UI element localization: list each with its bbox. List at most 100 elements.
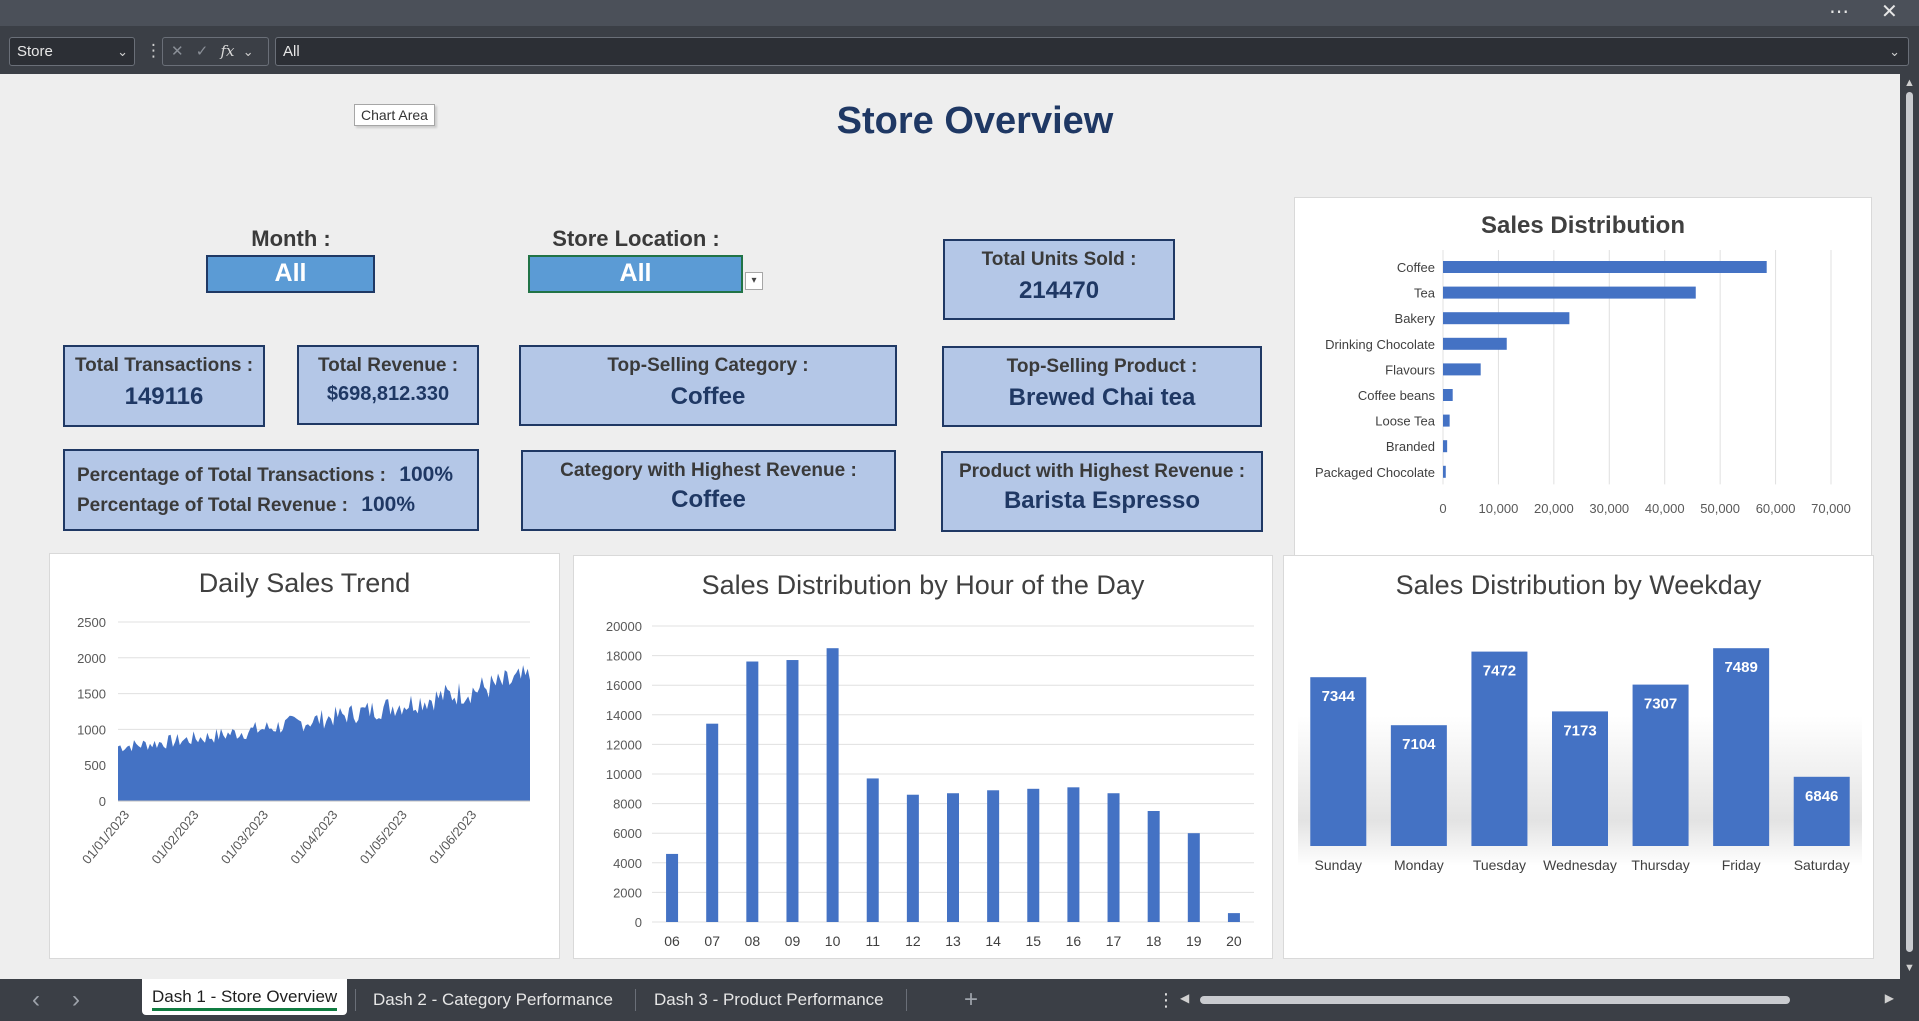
weekday-sales-chart[interactable]: Sales Distribution by Weekday 7344 Sunday…: [1283, 555, 1874, 959]
y-tick-label: 6000: [613, 826, 642, 841]
pct-transactions-label: Percentage of Total Transactions :: [77, 465, 387, 486]
formula-value: All: [283, 43, 300, 60]
y-tick-label: 1500: [77, 687, 106, 702]
bar: [1027, 788, 1040, 922]
scroll-left-icon[interactable]: ◀: [1180, 991, 1190, 1005]
x-tick-label: Wednesday: [1543, 857, 1617, 873]
y-tick-label: 20000: [606, 619, 642, 634]
data-label: 7307: [1644, 696, 1677, 713]
pct-revenue-row: Percentage of Total Revenue : 100%: [77, 493, 477, 517]
sales-distribution-title: Sales Distribution: [1480, 212, 1686, 239]
bar: [1443, 363, 1481, 376]
total-units-card: Total Units Sold : 214470: [943, 239, 1175, 320]
x-tick-label: Saturday: [1794, 857, 1850, 873]
enter-icon[interactable]: ✓: [195, 43, 209, 60]
bar: [1443, 465, 1446, 478]
bar: [1443, 414, 1450, 427]
tab-category-performance[interactable]: Dash 2 - Category Performance: [363, 979, 623, 1021]
more-tabs-icon[interactable]: ⋮: [1157, 990, 1175, 1010]
function-icon[interactable]: fx: [220, 42, 235, 60]
sales-area: [118, 665, 530, 801]
x-tick-label: 18: [1146, 933, 1162, 949]
tab-label: Dash 2 - Category Performance: [373, 990, 613, 1009]
scrollbar-thumb[interactable]: [1906, 92, 1913, 952]
cancel-icon[interactable]: ✕: [171, 43, 184, 60]
y-tick-label: 2000: [77, 651, 106, 666]
x-tick-label: 01/04/2023: [287, 807, 340, 866]
bar: [1443, 389, 1453, 401]
x-tick-label: 01/01/2023: [79, 807, 132, 866]
next-sheet-button[interactable]: ›: [72, 986, 80, 1013]
bar: [1443, 261, 1767, 273]
chevron-down-icon[interactable]: ⌄: [117, 44, 128, 59]
prev-sheet-button[interactable]: ‹: [32, 986, 40, 1013]
name-box[interactable]: Store ⌄: [9, 37, 135, 66]
weekday-sales-plot: 7344 Sunday 7104 Monday 7472 Tuesday 7173 Wedne…: [1298, 648, 1862, 873]
hourly-sales-plot: 0200040006000800010000120001400016000180…: [606, 619, 1254, 949]
y-tick-label: 2500: [77, 615, 106, 630]
horizontal-scrollbar-thumb[interactable]: [1200, 996, 1790, 1004]
more-vertical-icon[interactable]: ⋮: [145, 41, 162, 60]
top-category-label: Top-Selling Category :: [607, 355, 809, 376]
y-tick-label: 0: [99, 794, 106, 809]
y-tick-label: 12000: [606, 737, 642, 752]
sheet-tab-bar: ‹ › Dash 1 - Store Overview Dash 2 - Cat…: [0, 979, 1919, 1021]
x-tick-label: 20,000: [1534, 501, 1574, 516]
daily-sales-trend-chart[interactable]: Daily Sales Trend 0 500 1000 1500 2000 2500 01…: [49, 553, 560, 959]
x-tick-label: 10: [825, 933, 841, 949]
formula-actions: ✕ ✓ fx ⌄: [162, 37, 269, 66]
total-revenue-value: $698,812.330: [326, 383, 450, 405]
bar: [1107, 793, 1120, 922]
x-tick-label: 15: [1025, 933, 1041, 949]
close-icon[interactable]: ✕: [1881, 1, 1898, 23]
title-bar: ⋯ ✕: [0, 0, 1919, 26]
month-label: Month :: [251, 226, 331, 251]
top-product-card: Top-Selling Product : Brewed Chai tea: [942, 346, 1262, 427]
formula-input[interactable]: All ⌄: [275, 37, 1909, 66]
bar: [1147, 811, 1160, 922]
total-revenue-card: Total Revenue : $698,812.330: [297, 345, 479, 425]
x-tick-label: 01/06/2023: [426, 807, 479, 866]
data-label: 7104: [1402, 736, 1436, 753]
y-tick-label: 1000: [77, 722, 106, 737]
data-label: 7489: [1724, 659, 1757, 676]
top-product-label: Top-Selling Product :: [1006, 356, 1198, 377]
chevron-down-icon[interactable]: ⌄: [242, 44, 254, 59]
vertical-scrollbar[interactable]: ▲ ▼: [1900, 74, 1919, 979]
sales-distribution-chart[interactable]: Sales Distribution 0 10,000 20,000 30,000 40…: [1294, 197, 1872, 607]
bar: [1067, 787, 1080, 922]
scroll-up-icon[interactable]: ▲: [1904, 77, 1915, 89]
top-category-value: Coffee: [670, 383, 746, 410]
bar: [1443, 312, 1570, 325]
y-tick-label: 10000: [606, 767, 642, 782]
expand-formula-icon[interactable]: ⌄: [1889, 44, 1900, 59]
scroll-right-icon[interactable]: ▶: [1884, 991, 1894, 1005]
weekday-sales-title: Sales Distribution by Weekday: [1395, 570, 1762, 600]
x-tick-label: 06: [664, 933, 680, 949]
bar: [1443, 440, 1448, 453]
category-highest-revenue-label: Category with Highest Revenue :: [560, 460, 857, 481]
store-location-slicer[interactable]: All: [528, 255, 743, 293]
x-tick-label: 17: [1106, 933, 1122, 949]
tab-label: Dash 3 - Product Performance: [654, 990, 884, 1009]
x-tick-label: 12: [905, 933, 921, 949]
name-box-value: Store: [17, 43, 53, 60]
bar: [1187, 833, 1200, 922]
x-tick-label: 01/05/2023: [357, 807, 410, 866]
ellipsis-icon[interactable]: ⋯: [1829, 1, 1849, 23]
bar: [1443, 286, 1696, 299]
category-label: Branded: [1386, 439, 1435, 454]
category-label: Bakery: [1395, 311, 1436, 326]
month-slicer[interactable]: All: [206, 255, 375, 293]
tab-product-performance[interactable]: Dash 3 - Product Performance: [644, 979, 894, 1021]
scroll-down-icon[interactable]: ▼: [1904, 962, 1915, 974]
add-sheet-button[interactable]: +: [964, 986, 979, 1013]
x-tick-label: 09: [785, 933, 801, 949]
hourly-sales-chart[interactable]: Sales Distribution by Hour of the Day 0 2…: [573, 555, 1273, 959]
x-tick-label: 50,000: [1700, 501, 1740, 516]
total-transactions-label: Total Transactions :: [74, 355, 254, 376]
total-transactions-value: 149116: [124, 383, 204, 410]
store-dropdown-button[interactable]: ▾: [745, 272, 763, 290]
horizontal-scrollbar[interactable]: ◀ ▶: [1178, 991, 1896, 1009]
tab-store-overview[interactable]: Dash 1 - Store Overview: [142, 979, 348, 1015]
